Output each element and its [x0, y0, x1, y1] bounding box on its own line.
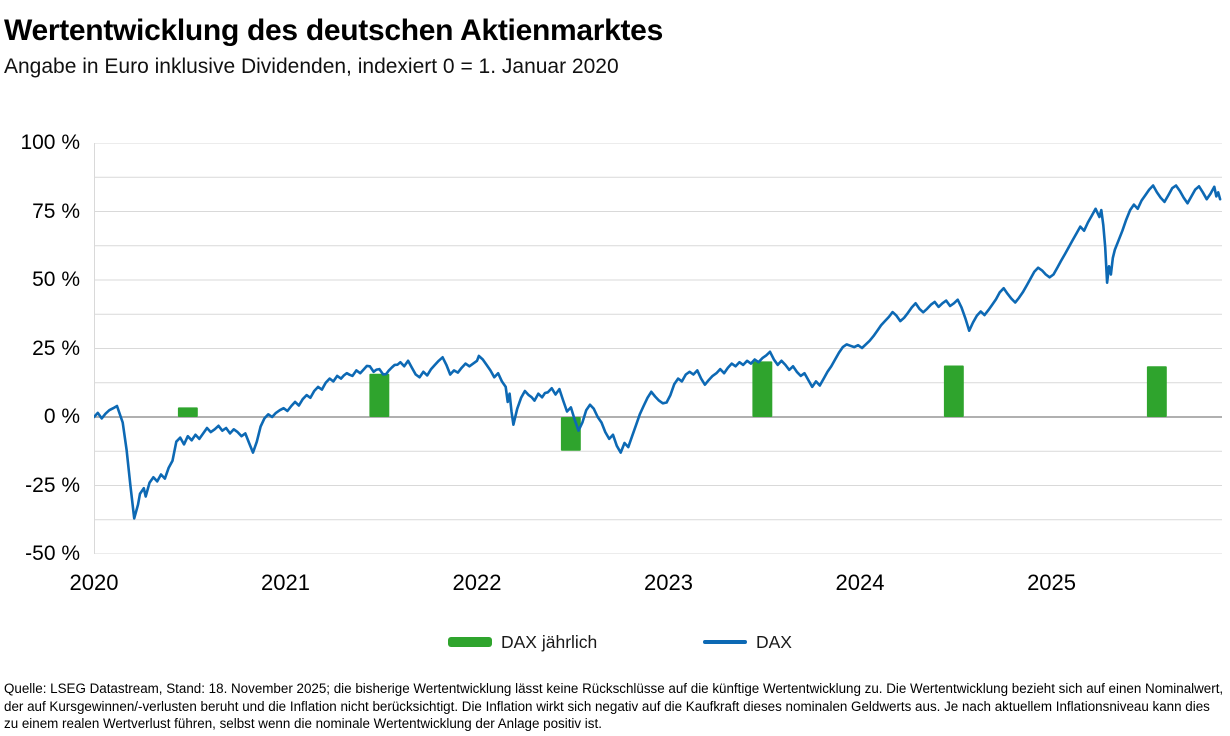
x-tick-label: 2022	[452, 570, 502, 595]
chart-subtitle: Angabe in Euro inklusive Dividenden, ind…	[4, 55, 619, 78]
x-tick-label: 2020	[69, 570, 119, 595]
y-tick-label: 25 %	[32, 336, 80, 360]
bar-dax-yearly-2022	[560, 417, 581, 451]
y-tick-label: 50 %	[32, 268, 80, 291]
source-disclaimer-text: Quelle: LSEG Datastream, Stand: 18. Nove…	[4, 681, 1224, 732]
line-swatch-icon	[703, 640, 747, 644]
bar-dax-yearly-2024	[943, 365, 964, 417]
dax-line	[94, 184, 1222, 520]
legend-label: DAX jährlich	[501, 631, 598, 652]
legend-item-dax: DAX	[703, 631, 792, 653]
bar-swatch-icon	[448, 637, 492, 647]
legend-label: DAX	[756, 631, 792, 652]
y-tick-label: -50 %	[25, 542, 80, 565]
legend-item-dax-yearly: DAX jährlich	[448, 631, 597, 653]
bar-dax-yearly-2021	[369, 373, 390, 417]
x-tick-label: 2024	[835, 570, 885, 595]
y-tick-label: -25 %	[25, 473, 80, 497]
x-tick-label: 2021	[261, 570, 310, 595]
y-tick-label: 100 %	[20, 131, 80, 154]
bar-dax-yearly-2025	[1146, 366, 1167, 417]
page-title: Wertentwicklung des deutschen Aktienmark…	[4, 14, 663, 47]
plot-area	[94, 143, 1222, 554]
bar-dax-yearly-2023	[752, 361, 773, 417]
bar-dax-yearly-2020	[177, 407, 198, 417]
y-tick-label: 0 %	[43, 405, 80, 428]
x-tick-label: 2025	[1027, 570, 1077, 595]
y-tick-label: 75 %	[32, 199, 80, 223]
x-tick-label: 2023	[644, 570, 694, 595]
